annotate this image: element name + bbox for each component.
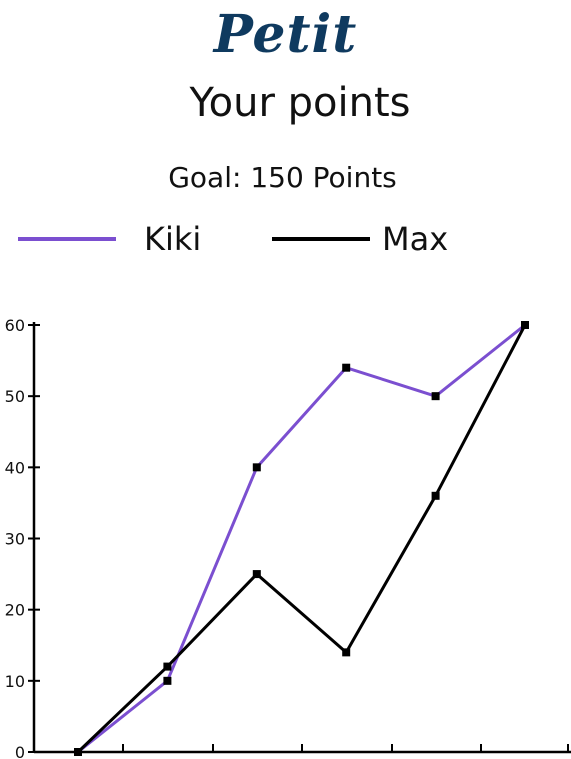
chart-title: Your points (189, 80, 411, 126)
y-tick-label: 10 (5, 672, 25, 691)
chart-series (74, 321, 529, 756)
legend-label-kiki: Kiki (144, 220, 202, 258)
y-tick-label: 40 (5, 458, 25, 477)
series-line-max (76, 324, 527, 754)
data-point-kiki (252, 463, 261, 472)
y-tick-label: 50 (5, 387, 25, 406)
legend-item-max: Max (272, 215, 532, 265)
data-point-kiki (431, 392, 440, 401)
legend-label-max: Max (382, 220, 449, 258)
chart-legend: Kiki Max (0, 215, 571, 265)
y-tick-label: 60 (5, 316, 25, 335)
series-line-kiki (77, 323, 526, 754)
data-point-kiki (342, 363, 351, 372)
brand-logo: Petit (213, 4, 358, 65)
y-tick-label: 30 (5, 530, 25, 549)
y-tick-label: 0 (15, 743, 25, 759)
legend-swatch-kiki (18, 237, 116, 241)
data-point-kiki (163, 676, 172, 685)
y-tick-label: 20 (5, 601, 25, 620)
data-point-max (252, 570, 261, 579)
legend-swatch-max (272, 237, 370, 241)
legend-item-kiki: Kiki (18, 215, 248, 265)
data-point-max (74, 748, 82, 756)
chart-subtitle: Goal: 150 Points (168, 161, 397, 194)
data-point-max (521, 321, 529, 329)
data-point-max (342, 648, 351, 657)
chart-axes: 0 10 20 30 40 50 60 (5, 316, 571, 759)
data-point-max (163, 662, 172, 671)
data-point-max (431, 491, 440, 500)
